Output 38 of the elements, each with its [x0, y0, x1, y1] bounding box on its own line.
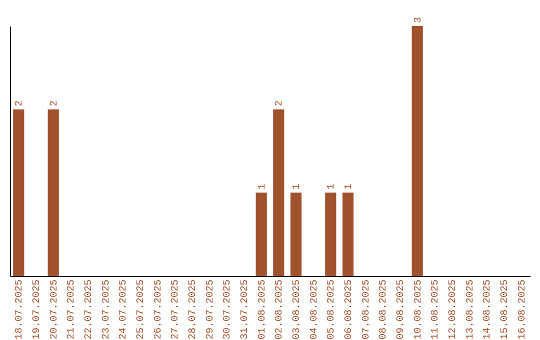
x-tick-label: 27.07.2025	[170, 280, 182, 340]
x-tick-label: 18.07.2025	[14, 280, 26, 340]
x-tick-label: 14.08.2025	[482, 280, 494, 340]
data-label: 2	[14, 100, 26, 106]
x-tick-label: 07.08.2025	[361, 280, 372, 340]
data-label: 2	[49, 100, 60, 106]
x-tick-label: 04.08.2025	[309, 280, 320, 340]
x-tick-label: 31.07.2025	[240, 280, 251, 340]
x-tick-label: 01.08.2025	[257, 280, 268, 340]
x-tick-label: 19.07.2025	[32, 280, 43, 340]
x-tick-label: 09.08.2025	[396, 280, 407, 340]
x-tick-label: 20.07.2025	[49, 280, 60, 340]
x-tick-label: 23.07.2025	[101, 280, 112, 340]
x-tick-label: 02.08.2025	[274, 280, 286, 340]
data-label: 1	[292, 184, 303, 190]
x-tick-label: 29.07.2025	[205, 280, 216, 340]
data-label: 1	[344, 184, 355, 190]
x-tick-label: 25.07.2025	[136, 280, 147, 340]
x-tick-label: 06.08.2025	[344, 280, 355, 340]
x-tick-label: 08.08.2025	[378, 280, 390, 340]
data-label: 3	[413, 16, 424, 23]
x-tick-label: 11.08.2025	[430, 280, 442, 340]
x-tick-label: 28.07.2025	[188, 280, 199, 340]
x-tick-label: 30.07.2025	[222, 280, 234, 340]
data-label: 1	[257, 184, 268, 190]
x-tick-label: 12.08.2025	[448, 280, 459, 340]
x-tick-label: 15.08.2025	[500, 280, 511, 340]
x-tick-label: 03.08.2025	[292, 280, 303, 340]
x-tick-label: 05.08.2025	[326, 280, 338, 340]
x-tick-label: 10.08.2025	[413, 280, 424, 340]
x-tick-label: 21.07.2025	[66, 280, 78, 340]
x-tick-label: 13.08.2025	[465, 280, 476, 340]
data-label: 2	[274, 100, 286, 106]
x-tick-label: 22.07.2025	[84, 280, 95, 340]
x-tick-label: 26.07.2025	[153, 280, 164, 340]
x-tick-label: 16.08.2025	[517, 280, 528, 340]
data-label: 1	[326, 184, 338, 190]
x-tick-label: 24.07.2025	[118, 280, 130, 340]
